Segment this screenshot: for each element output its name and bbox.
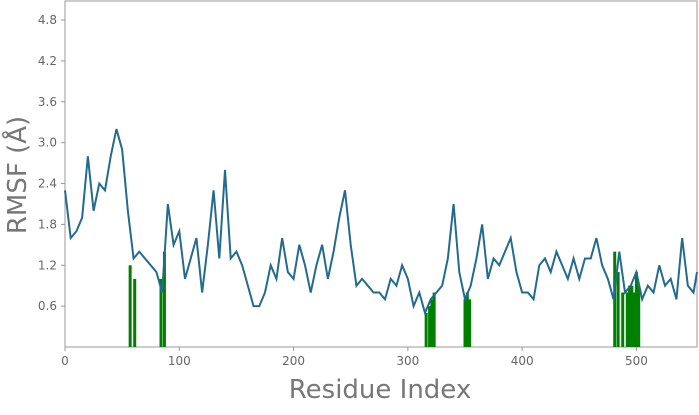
x-axis-title: Residue Index (289, 375, 471, 405)
contact-bar (621, 292, 625, 347)
contact-bar (162, 251, 166, 347)
contact-bar (428, 306, 432, 347)
contact-bar (630, 285, 634, 347)
contact-bar (463, 299, 467, 347)
contact-bar (128, 265, 132, 347)
x-tick-label: 0 (61, 354, 69, 368)
plot-frame (64, 0, 698, 348)
y-tick-label: 2.4 (38, 177, 57, 191)
contact-bar (424, 312, 428, 347)
contact-bar (625, 292, 629, 347)
contact-bar (613, 251, 617, 347)
contact-bar (159, 278, 163, 347)
x-tick-label: 100 (168, 354, 191, 368)
y-tick-label: 4.2 (38, 54, 57, 68)
contact-bar (632, 292, 636, 347)
x-tick-label: 200 (282, 354, 305, 368)
x-tick-label: 300 (396, 354, 419, 368)
contact-bar (628, 285, 632, 347)
contact-bar (468, 299, 472, 347)
y-tick-label: 3.6 (38, 95, 57, 109)
contact-bar (432, 292, 436, 347)
contact-bar (634, 272, 638, 347)
contact-bar (616, 272, 620, 347)
y-tick-label: 1.8 (38, 217, 57, 231)
x-tick-label: 400 (511, 354, 534, 368)
contact-bar (465, 292, 469, 347)
x-tick-label: 500 (625, 354, 648, 368)
y-tick-label: 3.0 (38, 136, 57, 150)
y-axis-title: RMSF (Å) (1, 116, 33, 234)
contact-bar (430, 299, 434, 347)
contact-bar (637, 285, 641, 347)
contact-bar (133, 278, 137, 347)
rmsf-line (64, 128, 698, 316)
y-tick-label: 1.2 (38, 258, 57, 272)
y-tick-label: 0.6 (38, 299, 57, 313)
y-tick-label: 4.8 (38, 13, 57, 27)
